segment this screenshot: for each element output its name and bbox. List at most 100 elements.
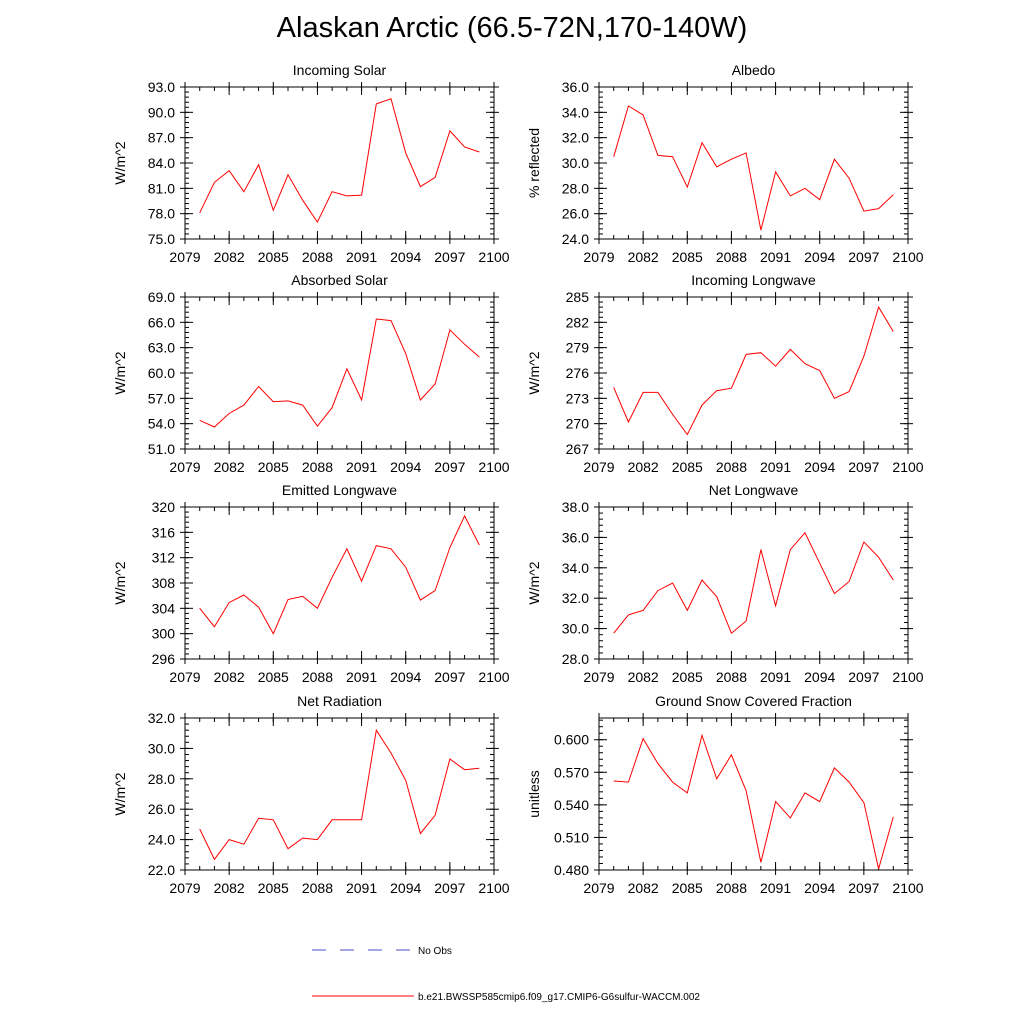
incoming-longwave-title: Incoming Longwave — [691, 272, 816, 288]
incoming-solar-xtick-label: 2082 — [214, 249, 245, 265]
net-radiation-xtick-label: 2082 — [214, 880, 245, 896]
net-radiation-title: Net Radiation — [297, 693, 382, 709]
incoming-solar-series-line — [199, 98, 480, 224]
net-radiation-xtick-label: 2079 — [169, 880, 200, 896]
incoming-solar-ytick-label: 87.0 — [148, 130, 175, 146]
net-longwave-ytick-label: 32.0 — [562, 590, 589, 606]
incoming-longwave-xtick-label: 2100 — [892, 459, 923, 475]
ground-snow-covered-fraction-ylabel: unitless — [526, 770, 542, 817]
emitted-longwave-ylabel: W/m^2 — [112, 561, 128, 604]
net-radiation-series-line — [199, 728, 480, 861]
page-title: Alaskan Arctic (66.5-72N,170-140W) — [276, 12, 748, 44]
net-longwave-ytick-label: 34.0 — [562, 560, 589, 576]
absorbed-solar-title: Absorbed Solar — [291, 272, 388, 288]
incoming-solar-xtick-label: 2085 — [258, 249, 289, 265]
incoming-longwave-xtick-label: 2091 — [760, 459, 791, 475]
ground-snow-covered-fraction-ytick-label: 0.600 — [554, 732, 589, 748]
net-radiation-ytick-label: 28.0 — [148, 771, 175, 787]
incoming-solar-ylabel: W/m^2 — [112, 141, 128, 184]
incoming-longwave-panel: Incoming Longwave 267 270 273 276 279 282 285 20… — [526, 272, 924, 475]
incoming-longwave-ytick-label: 270 — [566, 416, 590, 432]
emitted-longwave-xtick-label: 2079 — [169, 669, 200, 685]
ground-snow-covered-fraction-xtick-label: 2100 — [892, 880, 923, 896]
incoming-solar-ytick-label: 75.0 — [148, 231, 175, 247]
ground-snow-covered-fraction-ytick-label: 0.480 — [554, 862, 589, 878]
ground-snow-covered-fraction-xtick-label: 2085 — [672, 880, 703, 896]
ground-snow-covered-fraction-title: Ground Snow Covered Fraction — [655, 693, 852, 709]
net-radiation-panel: Net Radiation 22.0 24.0 26.0 28.0 30.0 32.0 207… — [112, 693, 510, 896]
net-longwave-title: Net Longwave — [709, 482, 799, 498]
incoming-longwave-ytick-label: 276 — [566, 365, 590, 381]
legend-obs-label: No Obs — [418, 946, 452, 957]
incoming-longwave-ylabel: W/m^2 — [526, 351, 542, 394]
emitted-longwave-ytick-label: 296 — [152, 651, 176, 667]
incoming-solar-xtick-label: 2091 — [346, 249, 377, 265]
albedo-ytick-label: 36.0 — [562, 79, 589, 95]
absorbed-solar-xtick-label: 2082 — [214, 459, 245, 475]
incoming-solar-xtick-label: 2097 — [434, 249, 465, 265]
net-radiation-ylabel: W/m^2 — [112, 772, 128, 815]
emitted-longwave-xtick-label: 2094 — [390, 669, 421, 685]
net-longwave-xtick-label: 2079 — [583, 669, 614, 685]
emitted-longwave-ytick-label: 312 — [152, 550, 176, 566]
incoming-longwave-xtick-label: 2097 — [848, 459, 879, 475]
net-radiation-frame — [184, 717, 495, 871]
albedo-panel: Albedo 24.0 26.0 28.0 30.0 32.0 34.0 36.0 2079 20… — [526, 62, 924, 265]
incoming-solar-xtick-label: 2088 — [302, 249, 333, 265]
incoming-solar-xtick-label: 2100 — [478, 249, 509, 265]
net-radiation-xtick-label: 2088 — [302, 880, 333, 896]
incoming-solar-ytick-label: 90.0 — [148, 104, 175, 120]
ground-snow-covered-fraction-xtick-label: 2079 — [583, 880, 614, 896]
emitted-longwave-xtick-label: 2097 — [434, 669, 465, 685]
incoming-solar-panel: Incoming Solar 75.0 78.0 81.0 84.0 87.0 90.0 93… — [112, 62, 510, 265]
albedo-xtick-label: 2100 — [892, 249, 923, 265]
incoming-solar-ytick-label: 93.0 — [148, 79, 175, 95]
incoming-longwave-xtick-label: 2088 — [716, 459, 747, 475]
net-longwave-ylabel: W/m^2 — [526, 561, 542, 604]
absorbed-solar-ytick-label: 63.0 — [148, 340, 175, 356]
emitted-longwave-xtick-label: 2088 — [302, 669, 333, 685]
ground-snow-covered-fraction-xtick-label: 2088 — [716, 880, 747, 896]
net-radiation-xtick-label: 2091 — [346, 880, 377, 896]
albedo-xtick-label: 2082 — [628, 249, 659, 265]
incoming-longwave-ytick-label: 267 — [566, 441, 590, 457]
ground-snow-covered-fraction-panel: Ground Snow Covered Fraction 0.480 0.510 0.… — [526, 693, 924, 896]
emitted-longwave-ytick-label: 316 — [152, 524, 176, 540]
ground-snow-covered-fraction-series-line — [613, 733, 894, 870]
net-longwave-frame — [598, 506, 909, 660]
albedo-xtick-label: 2088 — [716, 249, 747, 265]
emitted-longwave-ytick-label: 304 — [152, 600, 176, 616]
absorbed-solar-xtick-label: 2100 — [478, 459, 509, 475]
net-longwave-xtick-label: 2097 — [848, 669, 879, 685]
absorbed-solar-xtick-label: 2094 — [390, 459, 421, 475]
incoming-solar-ytick-label: 78.0 — [148, 206, 175, 222]
albedo-ytick-label: 26.0 — [562, 206, 589, 222]
net-longwave-ytick-label: 36.0 — [562, 529, 589, 545]
incoming-longwave-series-line — [613, 305, 894, 436]
emitted-longwave-xtick-label: 2100 — [478, 669, 509, 685]
absorbed-solar-xtick-label: 2079 — [169, 459, 200, 475]
net-longwave-ytick-label: 38.0 — [562, 499, 589, 515]
net-longwave-ytick-label: 30.0 — [562, 621, 589, 637]
emitted-longwave-title: Emitted Longwave — [282, 482, 397, 498]
net-radiation-xtick-label: 2097 — [434, 880, 465, 896]
net-longwave-xtick-label: 2088 — [716, 669, 747, 685]
albedo-ytick-label: 28.0 — [562, 180, 589, 196]
ground-snow-covered-fraction-xtick-label: 2097 — [848, 880, 879, 896]
absorbed-solar-frame — [184, 296, 495, 450]
ground-snow-covered-fraction-xtick-label: 2082 — [628, 880, 659, 896]
incoming-longwave-ytick-label: 282 — [566, 314, 590, 330]
incoming-solar-ytick-label: 81.0 — [148, 180, 175, 196]
albedo-xtick-label: 2097 — [848, 249, 879, 265]
net-radiation-xtick-label: 2100 — [478, 880, 509, 896]
net-longwave-xtick-label: 2082 — [628, 669, 659, 685]
net-longwave-xtick-label: 2085 — [672, 669, 703, 685]
ground-snow-covered-fraction-ytick-label: 0.540 — [554, 797, 589, 813]
absorbed-solar-xtick-label: 2091 — [346, 459, 377, 475]
net-longwave-panel: Net Longwave 28.0 30.0 32.0 34.0 36.0 38.0 2079… — [526, 482, 924, 685]
net-longwave-series-line — [613, 531, 894, 635]
net-radiation-ytick-label: 26.0 — [148, 801, 175, 817]
emitted-longwave-ytick-label: 300 — [152, 626, 176, 642]
incoming-longwave-ytick-label: 273 — [566, 390, 590, 406]
